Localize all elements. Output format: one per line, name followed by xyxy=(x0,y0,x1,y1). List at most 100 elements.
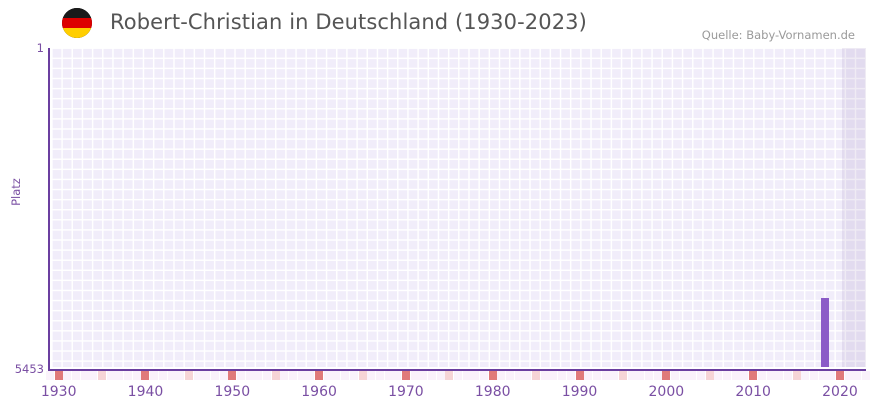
x-tick-minor xyxy=(341,371,350,380)
x-tick-minor xyxy=(297,371,306,380)
x-tick-minor xyxy=(558,371,567,380)
x-tick-minor xyxy=(610,371,619,380)
x-tick-mid xyxy=(358,371,367,380)
bars-layer xyxy=(52,48,866,367)
x-axis-tick-label: 1970 xyxy=(388,384,424,400)
x-tick-major xyxy=(141,371,150,380)
x-tick-minor xyxy=(671,371,680,380)
x-axis-tick-label: 1960 xyxy=(301,384,337,400)
x-tick-minor xyxy=(263,371,272,380)
x-tick-major xyxy=(54,371,63,380)
x-tick-minor xyxy=(540,371,549,380)
x-tick-minor xyxy=(332,371,341,380)
chart-header: Robert-Christian in Deutschland (1930-20… xyxy=(0,0,873,46)
x-tick-mid xyxy=(792,371,801,380)
x-tick-minor xyxy=(410,371,419,380)
x-tick-minor xyxy=(254,371,263,380)
x-tick-minor xyxy=(523,371,532,380)
x-tick-minor xyxy=(601,371,610,380)
x-axis-tick-label: 1980 xyxy=(474,384,511,400)
x-tick-minor xyxy=(419,371,428,380)
x-tick-minor xyxy=(63,371,72,380)
x-tick-minor xyxy=(471,371,480,380)
x-tick-minor xyxy=(80,371,89,380)
y-axis-tick-label-top: 1 xyxy=(36,41,44,55)
x-tick-minor xyxy=(132,371,141,380)
x-axis-ticks xyxy=(46,371,870,380)
x-tick-minor xyxy=(766,371,775,380)
x-axis-tick-label: 1950 xyxy=(214,384,251,400)
x-tick-mid xyxy=(184,371,193,380)
data-bar[interactable] xyxy=(820,297,829,367)
x-tick-minor xyxy=(723,371,732,380)
x-tick-minor xyxy=(245,371,254,380)
projected-period-shading xyxy=(841,48,866,367)
x-tick-minor xyxy=(124,371,133,380)
flag-band-gold xyxy=(62,27,92,38)
x-axis-tick-label: 2020 xyxy=(822,384,858,400)
x-tick-major xyxy=(488,371,497,380)
x-axis-tick-label: 1930 xyxy=(40,384,77,400)
x-tick-major xyxy=(749,371,758,380)
x-tick-minor xyxy=(427,371,436,380)
x-tick-minor xyxy=(454,371,462,380)
x-axis-tick-labels: 1930 1940 1950 1960 1970 1980 1990 2000 2010 2020 xyxy=(0,384,873,408)
x-tick-minor xyxy=(210,371,219,380)
german-flag-icon xyxy=(62,8,92,38)
x-tick-minor xyxy=(566,371,575,380)
x-tick-minor xyxy=(757,371,766,380)
x-tick-minor xyxy=(89,371,98,380)
x-tick-minor xyxy=(375,371,384,380)
plot-area xyxy=(48,48,866,371)
x-tick-minor xyxy=(323,371,332,380)
x-tick-minor xyxy=(72,371,81,380)
y-axis-tick-label-bottom: 5453 xyxy=(14,362,44,376)
x-tick-minor xyxy=(289,371,298,380)
x-tick-minor xyxy=(644,371,653,380)
x-tick-minor xyxy=(592,371,601,380)
plot-gridlines xyxy=(52,48,866,367)
x-tick-minor xyxy=(349,371,358,380)
chart-title: Robert-Christian in Deutschland (1930-20… xyxy=(110,10,587,34)
x-tick-minor xyxy=(636,371,645,380)
x-tick-minor xyxy=(436,371,445,380)
x-tick-minor xyxy=(809,371,818,380)
flag-band-red xyxy=(62,17,92,28)
flag-band-black xyxy=(62,8,92,18)
x-tick-major xyxy=(315,371,324,380)
x-tick-mid xyxy=(98,371,107,380)
x-tick-minor xyxy=(106,371,115,380)
x-tick-minor xyxy=(627,371,636,380)
x-tick-minor xyxy=(167,371,176,380)
x-tick-minor xyxy=(306,371,315,380)
x-axis-tick-label: 1940 xyxy=(127,384,164,400)
x-axis-tick-label: 1990 xyxy=(561,384,598,400)
x-tick-minor xyxy=(818,371,827,380)
x-tick-minor xyxy=(393,371,402,380)
x-tick-minor xyxy=(775,371,784,380)
x-tick-major xyxy=(401,371,410,380)
x-tick-minor xyxy=(176,371,185,380)
x-tick-minor xyxy=(853,371,862,380)
x-tick-major xyxy=(835,371,844,380)
x-tick-minor xyxy=(731,371,740,380)
x-tick-minor xyxy=(584,371,593,380)
x-tick-mid xyxy=(445,371,454,380)
x-tick-major xyxy=(662,371,671,380)
x-axis-tick-label: 2000 xyxy=(648,384,685,400)
x-tick-minor xyxy=(115,371,124,380)
x-tick-minor xyxy=(462,371,471,380)
x-tick-minor xyxy=(514,371,523,380)
x-tick-minor xyxy=(688,371,697,380)
x-tick-minor xyxy=(367,371,376,380)
x-tick-minor xyxy=(280,371,289,380)
x-tick-minor xyxy=(549,371,558,380)
x-tick-minor xyxy=(193,371,202,380)
plot-inner xyxy=(52,48,866,367)
x-tick-minor xyxy=(158,371,167,380)
x-tick-minor xyxy=(697,371,706,380)
x-tick-mid xyxy=(532,371,541,380)
x-tick-minor xyxy=(150,371,159,380)
x-tick-minor xyxy=(236,371,245,380)
x-tick-mid xyxy=(271,371,280,380)
